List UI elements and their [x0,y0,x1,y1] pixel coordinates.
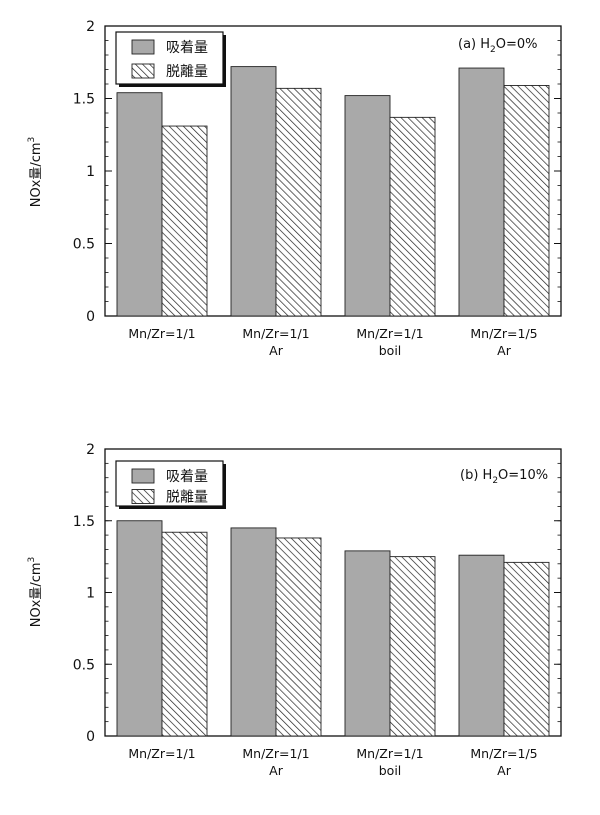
bar-desorption [389,116,436,317]
panel-label-tail: O=0% [496,37,538,52]
x-tick-label: Mn/Zr=1/1 [356,326,423,341]
x-tick-label: Ar [497,763,512,778]
bar-adsorption [344,550,391,737]
bar-desorption [161,531,208,737]
x-tick-label: boil [379,343,402,358]
x-tick-label: Mn/Zr=1/1 [242,746,309,761]
x-tick-label: Mn/Zr=1/1 [128,326,195,341]
x-tick-label: Mn/Zr=1/1 [356,746,423,761]
legend-label: 吸着量 [166,40,208,56]
legend-label: 脱離量 [166,489,208,506]
y-axis-label-main: NOx量/cm [29,562,44,627]
bar-adsorption [230,527,277,737]
bar-adsorption [116,92,163,317]
bar-adsorption [116,520,163,737]
y-tick-label: 2 [86,19,95,35]
bar-desorption [161,125,208,317]
y-tick-label: 0 [86,309,95,325]
y-axis-label-sup: 3 [27,137,37,143]
bar-desorption [503,84,550,317]
y-axis-label: NOx量/cm3 [27,557,44,628]
bar-desorption [275,537,322,737]
panel-label-head: (b) H [460,468,492,483]
bar-desorption [275,87,322,317]
x-tick-label: Ar [269,763,284,778]
y-tick-label: 1 [86,586,95,602]
bar-adsorption [458,67,505,317]
panel-label-head: (a) H [458,37,490,52]
y-tick-label: 1.5 [73,92,95,108]
legend-swatch [131,489,155,504]
bar-desorption [503,561,550,737]
y-tick-label: 0.5 [73,657,95,673]
x-tick-label: Mn/Zr=1/1 [128,746,195,761]
bar-adsorption [230,66,277,317]
y-tick-label: 0 [86,729,95,745]
panel-label: (b) H2O=10% [460,468,548,486]
legend-swatch [131,468,155,484]
y-tick-label: 2 [86,442,95,458]
x-tick-label: Mn/Zr=1/5 [470,746,537,761]
bar-adsorption [458,554,505,737]
panel-label-tail: O=10% [498,468,548,483]
legend-label: 吸着量 [166,469,208,485]
y-axis-label-main: NOx量/cm [29,142,44,207]
y-axis-label-sup: 3 [27,557,37,563]
panel-label-sub: 2 [490,45,496,55]
y-tick-label: 1.5 [73,514,95,530]
legend-label: 脱離量 [166,63,208,80]
x-tick-label: Mn/Zr=1/1 [242,326,309,341]
y-axis-label: NOx量/cm3 [27,137,44,208]
y-tick-label: 0.5 [73,237,95,253]
bar-desorption [389,556,436,737]
x-tick-label: boil [379,763,402,778]
x-tick-label: Mn/Zr=1/5 [470,326,537,341]
bar-adsorption [344,95,391,317]
y-tick-label: 1 [86,164,95,180]
x-tick-label: Ar [497,343,512,358]
legend-swatch [131,63,155,79]
legend-swatch [131,39,155,55]
x-tick-label: Ar [269,343,284,358]
panel-label-sub: 2 [492,476,498,486]
panel-label: (a) H2O=0% [458,37,538,55]
